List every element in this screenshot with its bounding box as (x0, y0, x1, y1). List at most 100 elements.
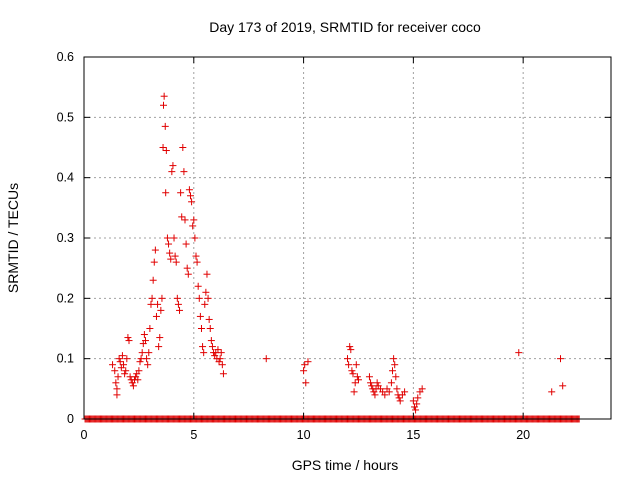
data-point (301, 361, 309, 369)
data-point (190, 216, 198, 224)
data-point (371, 391, 379, 399)
y-tick-label: 0.1 (57, 352, 74, 366)
y-tick-label: 0.4 (57, 171, 74, 185)
data-point (174, 300, 182, 308)
data-point (548, 388, 556, 396)
data-point (165, 240, 173, 248)
data-point (179, 144, 187, 151)
data-point (154, 300, 162, 308)
data-point (136, 358, 144, 366)
data-point (200, 349, 208, 357)
data-point (138, 349, 146, 357)
data-point (168, 168, 176, 176)
data-point (207, 337, 215, 345)
data-point (155, 343, 163, 351)
data-point (392, 373, 400, 381)
data-point (206, 325, 214, 332)
data-point (157, 306, 165, 314)
data-point (181, 216, 189, 224)
data-point (120, 361, 128, 369)
data-point (114, 373, 122, 381)
data-point (125, 337, 133, 345)
data-point (393, 385, 401, 393)
data-point (152, 312, 160, 320)
data-point (216, 355, 224, 363)
data-point (208, 343, 216, 351)
data-point (162, 147, 170, 155)
data-point (123, 355, 131, 363)
data-point (194, 282, 202, 290)
data-point (199, 343, 207, 351)
data-point (217, 349, 225, 357)
data-point (146, 325, 154, 332)
data-point (193, 258, 201, 266)
data-point (262, 355, 270, 363)
axis-ticks (83, 56, 611, 420)
data-point (395, 394, 403, 402)
x-tick-label: 0 (81, 428, 88, 442)
data-point (151, 246, 159, 254)
data-point (122, 367, 130, 375)
data-point (124, 334, 132, 342)
data-point (367, 379, 375, 387)
data-point (149, 276, 157, 284)
data-point (116, 358, 124, 366)
data-point (188, 198, 196, 206)
data-point (204, 294, 212, 302)
data-point (195, 294, 203, 302)
data-point (163, 234, 171, 242)
data-point (300, 367, 308, 375)
data-point (559, 382, 567, 390)
data-point (183, 264, 191, 272)
data-point (396, 397, 404, 405)
data-point (180, 168, 188, 176)
data-point (167, 255, 175, 263)
data-point (177, 189, 185, 197)
data-point (144, 361, 152, 369)
data-point (385, 388, 393, 396)
data-point (112, 379, 120, 387)
data-point (113, 391, 121, 399)
data-point (351, 379, 359, 387)
y-axis-label: SRMTID / TECUs (5, 183, 21, 293)
data-point (412, 406, 420, 414)
x-tick-label: 10 (297, 428, 311, 442)
data-point (121, 370, 129, 378)
data-point (182, 240, 190, 248)
data-point (184, 270, 192, 278)
y-tick-label: 0.6 (57, 50, 74, 64)
data-point (365, 373, 373, 381)
x-tick-label: 15 (406, 428, 420, 442)
data-point (345, 361, 353, 369)
data-point (413, 400, 421, 408)
y-tick-label: 0 (67, 412, 74, 426)
chart-title: Day 173 of 2019, SRMTID for receiver coc… (209, 19, 481, 35)
y-tick-label: 0.2 (57, 291, 74, 305)
x-tick-label: 5 (190, 428, 197, 442)
data-point (354, 376, 362, 384)
data-point (353, 373, 361, 381)
y-tick-label: 0.5 (57, 110, 74, 124)
data-point (348, 367, 356, 375)
data-point (401, 388, 409, 396)
data-point (202, 288, 210, 296)
data-point (391, 361, 399, 369)
data-point (304, 358, 312, 366)
data-point (205, 315, 213, 323)
data-point (389, 367, 397, 375)
data-point (197, 325, 205, 332)
x-tick-labels: 0 5 10 15 20 (81, 428, 531, 442)
data-point (556, 355, 564, 363)
data-point (349, 370, 357, 378)
data-point (189, 222, 197, 230)
data-point (109, 361, 117, 369)
data-point (390, 355, 398, 363)
data-point (159, 144, 167, 151)
data-point (173, 294, 181, 302)
data-point (141, 337, 149, 345)
data-point (350, 388, 358, 396)
data-point (409, 397, 417, 405)
data-point (161, 122, 169, 130)
data-point (218, 361, 226, 369)
data-points (81, 92, 583, 423)
